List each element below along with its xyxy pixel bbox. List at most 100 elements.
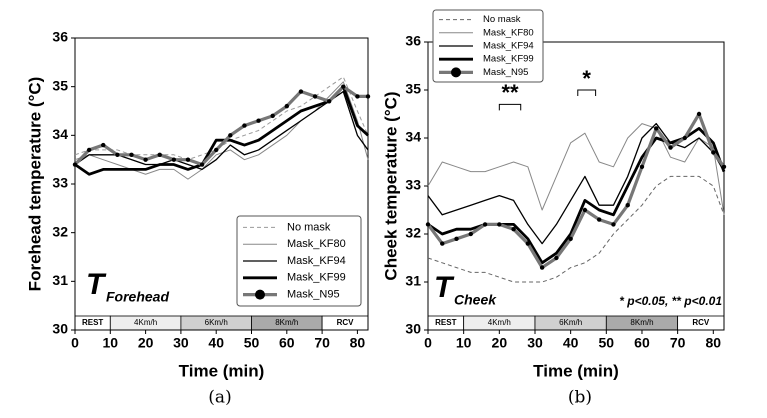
series-marker — [284, 103, 290, 109]
series-marker — [454, 236, 459, 241]
series-line — [427, 175, 725, 283]
x-tick-label: 20 — [138, 335, 154, 351]
series-marker — [539, 265, 545, 270]
series-line — [74, 85, 369, 176]
series-line — [74, 90, 369, 171]
y-tick-label: 33 — [405, 177, 421, 193]
series-marker — [440, 241, 445, 246]
series-line — [74, 76, 369, 161]
series-marker — [115, 152, 120, 157]
phase-label: 4Km/h — [134, 318, 157, 327]
series-marker — [682, 135, 687, 141]
series-marker — [256, 118, 261, 123]
series-marker — [596, 217, 602, 222]
phase-label: 6Km/h — [205, 318, 228, 327]
series-marker — [312, 94, 318, 99]
caption: (b) — [568, 388, 592, 408]
panel-label-main: T — [86, 268, 107, 301]
series-marker — [355, 94, 360, 99]
x-tick-label: 70 — [314, 335, 330, 351]
series-marker — [86, 147, 92, 153]
y-tick-label: 36 — [52, 29, 68, 45]
series-marker — [101, 142, 106, 148]
series-marker — [171, 157, 177, 162]
y-tick-label: 36 — [405, 33, 421, 49]
series-marker — [639, 164, 645, 169]
significance-mark: * — [582, 66, 591, 91]
x-tick-label: 40 — [563, 335, 579, 351]
x-tick-label: 40 — [208, 335, 224, 351]
series-marker — [654, 126, 659, 131]
legend-label: Mask_N95 — [287, 289, 340, 301]
y-tick-label: 35 — [52, 77, 68, 93]
panel-label-sub: Cheek — [454, 292, 497, 308]
significance-mark: ** — [501, 80, 519, 105]
series-marker — [611, 222, 616, 227]
series-marker — [554, 255, 559, 261]
series-marker — [157, 152, 162, 157]
series-marker — [228, 133, 233, 138]
series-marker — [497, 222, 502, 227]
y-tick-label: 34 — [405, 129, 421, 145]
series-marker — [143, 157, 148, 162]
legend-label: No mask — [287, 221, 331, 233]
phase-label: 8Km/h — [630, 318, 653, 327]
series-marker — [668, 145, 673, 150]
y-tick-label: 30 — [52, 321, 68, 337]
x-axis-label: Time (min) — [533, 361, 619, 380]
y-tick-label: 35 — [405, 81, 421, 97]
y-tick-label: 34 — [52, 126, 68, 142]
series-marker — [341, 84, 346, 89]
legend-box — [236, 215, 362, 307]
y-tick-label: 33 — [52, 175, 68, 191]
legend-box — [432, 9, 544, 83]
series-marker — [721, 164, 727, 169]
series-line — [73, 85, 368, 167]
legend-marker — [451, 67, 461, 78]
x-tick-label: 80 — [350, 335, 366, 351]
legend-marker — [255, 289, 265, 300]
phase-label: RCV — [692, 318, 710, 327]
x-tick-label: 60 — [634, 335, 650, 351]
significance-bracket — [498, 103, 522, 111]
y-tick-label: 31 — [405, 273, 421, 289]
legend-label: Mask_KF99 — [483, 54, 534, 65]
legend-label: Mask_KF80 — [483, 27, 534, 38]
x-tick-label: 30 — [173, 335, 189, 351]
legend-label: Mask_KF94 — [483, 41, 534, 52]
x-tick-label: 60 — [279, 335, 295, 351]
x-tick-label: 80 — [706, 335, 722, 351]
x-tick-label: 10 — [456, 335, 472, 351]
y-tick-label: 31 — [52, 272, 68, 288]
series-marker — [711, 150, 716, 155]
y-tick-label: 30 — [405, 321, 421, 337]
series-line — [74, 81, 369, 180]
x-tick-label: 0 — [71, 335, 79, 351]
series-marker — [468, 231, 473, 237]
significance-bracket — [577, 89, 597, 96]
series-line — [427, 122, 725, 245]
plot-frame — [427, 41, 725, 331]
x-tick-label: 0 — [424, 335, 432, 351]
x-tick-label: 30 — [527, 335, 543, 351]
series-marker — [72, 162, 78, 167]
series-marker — [511, 227, 516, 232]
panel-label-main: T — [434, 271, 455, 304]
phase-label: 6Km/h — [559, 318, 582, 327]
y-tick-label: 32 — [52, 223, 68, 239]
phase-label: REST — [82, 318, 103, 327]
series-line — [427, 123, 725, 215]
phase-label: 4Km/h — [488, 318, 511, 327]
legend-label: Mask_KF99 — [287, 272, 346, 284]
series-marker — [425, 222, 431, 227]
x-tick-label: 10 — [103, 335, 119, 351]
legend-label: Mask_N95 — [483, 67, 528, 78]
series-marker — [696, 111, 702, 117]
x-tick-label: 50 — [599, 335, 615, 351]
phase-label: 8Km/h — [275, 318, 298, 327]
x-tick-label: 20 — [492, 335, 508, 351]
legend-label: No mask — [483, 14, 521, 25]
legend-label: Mask_KF80 — [287, 238, 346, 250]
y-tick-label: 32 — [405, 225, 421, 241]
